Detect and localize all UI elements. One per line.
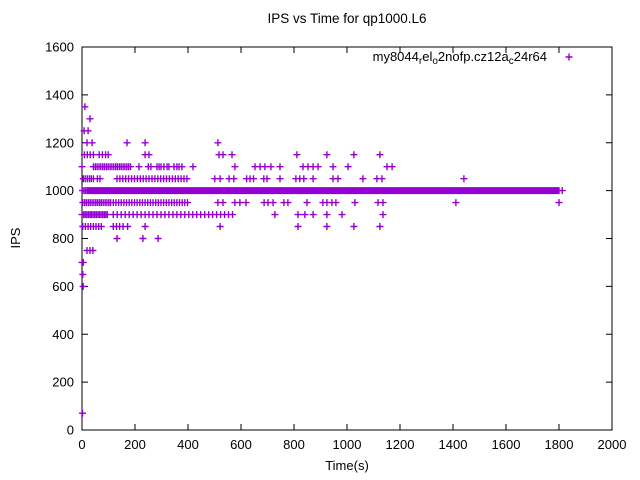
y-tick-label: 1400: [45, 87, 74, 102]
axis-ticks: [81, 46, 613, 431]
series-points: [113, 235, 162, 242]
x-tick-label: 800: [283, 437, 305, 452]
legend-label: my8044relo2nofp.cz12ac24r64: [373, 49, 547, 67]
series-points: [79, 270, 87, 278]
legend-marker-plus-icon: [565, 53, 573, 61]
y-tick-label: 400: [52, 327, 74, 342]
series-points: [83, 139, 222, 147]
series-points: [79, 187, 566, 195]
y-tick-label: 600: [52, 279, 74, 294]
x-tick-label: 0: [78, 437, 85, 452]
y-tick-label: 1000: [45, 183, 74, 198]
y-tick-label: 1200: [45, 135, 74, 150]
series-points: [83, 247, 97, 254]
series-points: [78, 163, 396, 171]
x-tick-label: 1000: [333, 437, 362, 452]
x-tick-label: 1800: [545, 437, 574, 452]
series-points: [79, 409, 86, 417]
series-points: [78, 211, 387, 219]
x-axis-label: Time(s): [325, 458, 369, 473]
plot-area: 0 200 400 600 800 1000 1200 1400 1600 1800 2000 0 20…: [45, 40, 626, 453]
x-tick-label: 1600: [492, 437, 521, 452]
series-points: [79, 175, 468, 183]
y-tick-label: 800: [52, 231, 74, 246]
series-points: [79, 282, 87, 290]
x-tick-label: 400: [177, 437, 199, 452]
series-points: [86, 115, 94, 123]
x-tick-label: 200: [124, 437, 146, 452]
series-points: [78, 258, 87, 266]
y-axis-label: IPS: [8, 227, 23, 248]
series-points: [80, 127, 92, 135]
x-tick-label: 2000: [598, 437, 627, 452]
series-points: [79, 199, 563, 207]
y-tick-label: 0: [67, 423, 74, 438]
x-tick-label: 1200: [386, 437, 415, 452]
x-tick-label: 600: [230, 437, 252, 452]
chart-title: IPS vs Time for qp1000.L6: [267, 11, 426, 26]
y-tick-label: 1600: [45, 40, 74, 55]
series-points: [81, 103, 89, 111]
y-tick-label: 200: [52, 375, 74, 390]
series-points: [80, 151, 384, 159]
x-tick-label: 1400: [439, 437, 468, 452]
series-points: [79, 223, 384, 230]
